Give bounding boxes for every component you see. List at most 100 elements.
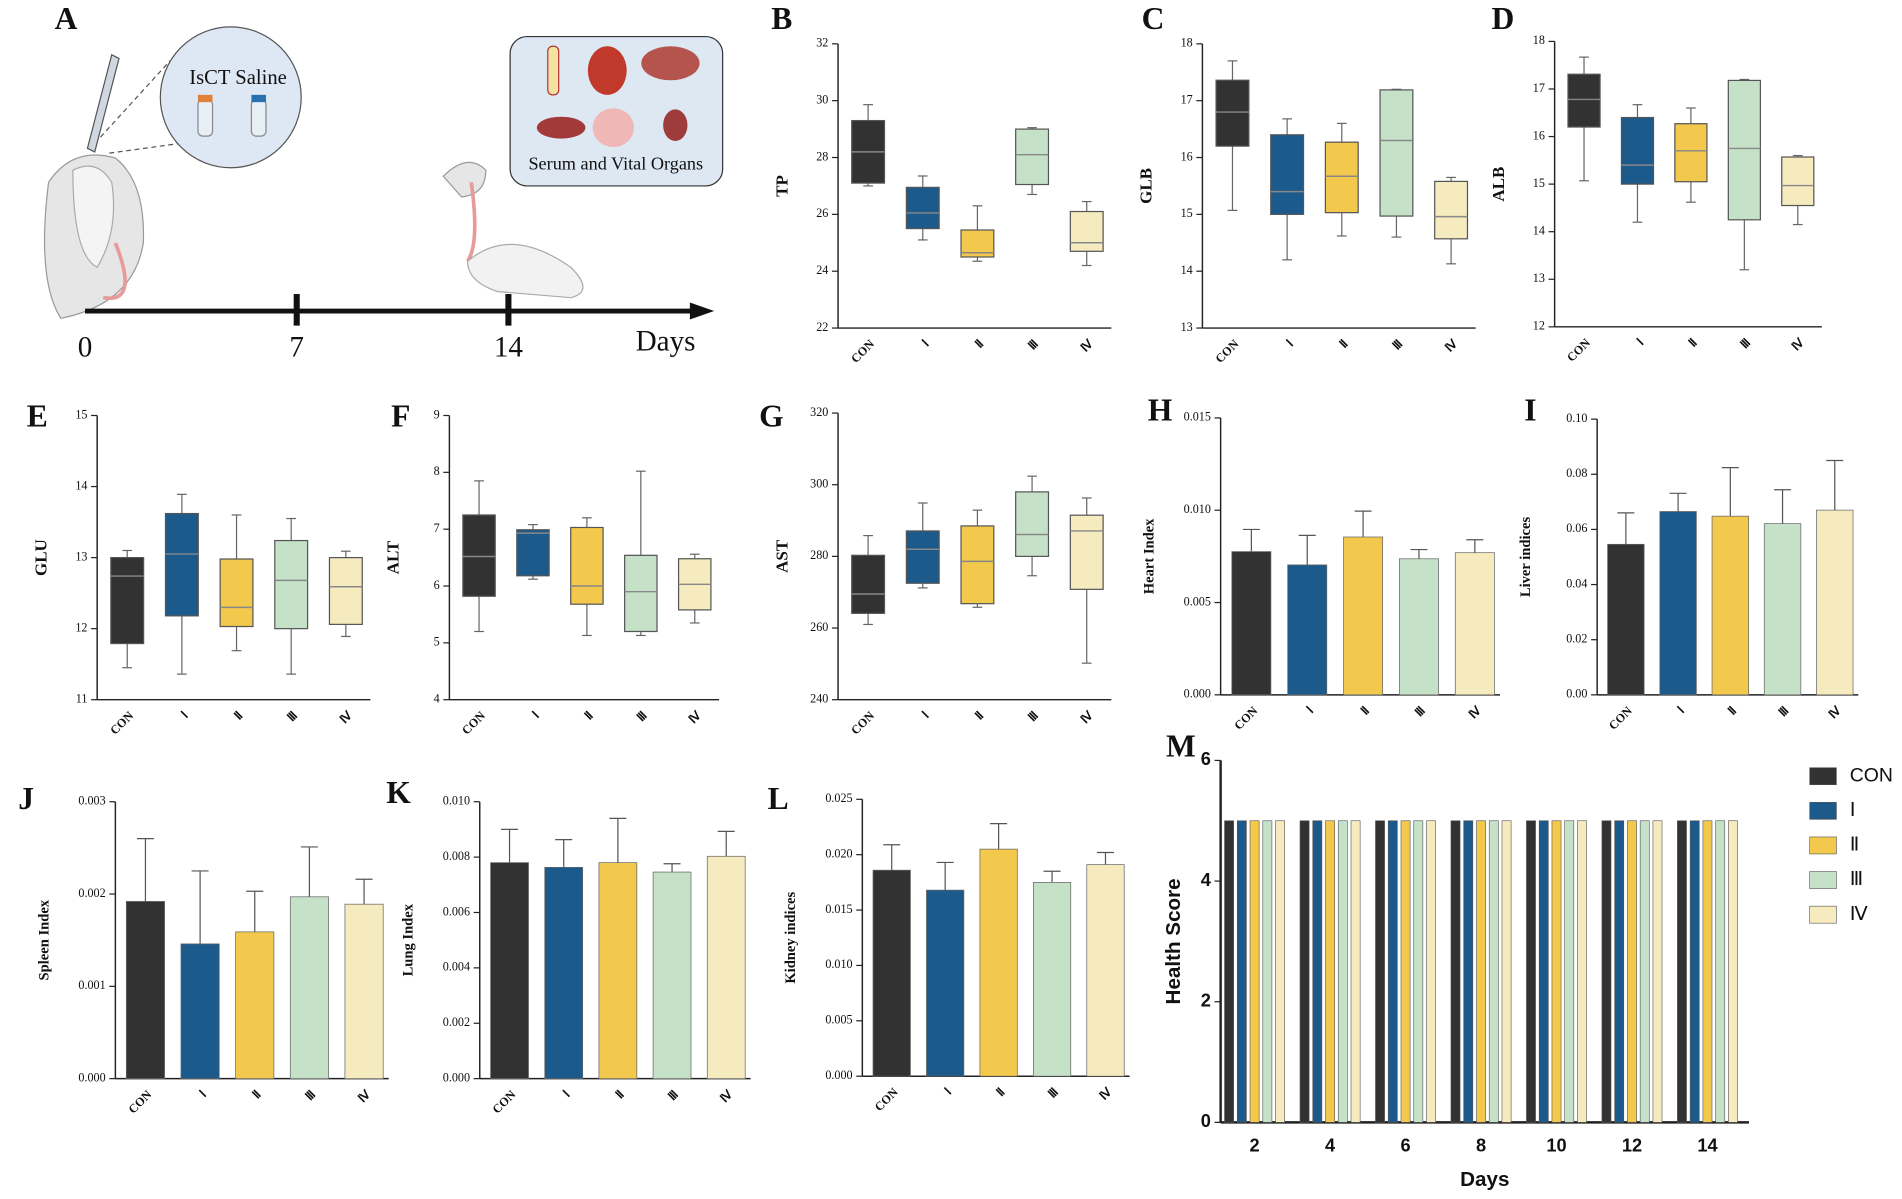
legend-swatch	[1809, 767, 1837, 786]
box	[1434, 180, 1469, 240]
bar	[125, 901, 165, 1080]
y-axis-label: Kidney indices	[783, 892, 799, 984]
x-tick-label: Ⅰ	[1675, 704, 1687, 716]
panel-letter: F	[391, 398, 410, 433]
y-tick-label: 13	[1181, 320, 1193, 334]
y-tick-label: 4	[434, 691, 440, 705]
tube-icon	[547, 45, 560, 96]
y-tick-label: 24	[816, 263, 828, 277]
box	[624, 554, 658, 633]
x-tick-label: Ⅰ	[197, 1087, 209, 1099]
y-tick-label: 14	[1533, 223, 1545, 237]
y-tick-label: 0.015	[1184, 410, 1211, 424]
tube	[250, 99, 267, 137]
hand	[442, 161, 487, 198]
legend-label: Ⅰ	[1850, 799, 1856, 821]
y-tick-label: 0.015	[825, 902, 852, 916]
bar	[1659, 511, 1697, 696]
bar	[1639, 820, 1650, 1123]
x-tick-label: 14	[1697, 1135, 1718, 1155]
bar	[1325, 820, 1335, 1123]
bar	[1426, 820, 1436, 1123]
tail	[102, 242, 127, 301]
y-tick-label: 15	[1181, 206, 1193, 220]
bar	[1287, 564, 1328, 696]
x-tick-label: Ⅱ	[1686, 336, 1700, 350]
y-tick-label: 0.010	[1184, 502, 1211, 516]
x-tick-label: Ⅰ	[919, 337, 931, 349]
bar	[1551, 820, 1562, 1123]
x-tick-label: Ⅱ	[972, 337, 986, 351]
bar	[1816, 509, 1854, 696]
box	[219, 558, 254, 628]
bar	[1607, 543, 1645, 696]
bar	[1224, 820, 1234, 1123]
y-axis-label: Spleen Index	[36, 899, 52, 980]
y-tick-label: 0.005	[825, 1013, 852, 1027]
bar	[289, 896, 329, 1080]
x-tick-label: Ⅳ	[1078, 336, 1096, 354]
bar	[1728, 820, 1738, 1123]
x-tick-label: 4	[1325, 1135, 1336, 1155]
x-tick-label: Ⅰ	[1304, 704, 1316, 716]
legend-label: Ⅲ	[1850, 868, 1863, 890]
inset-label: IsCT Saline	[189, 67, 287, 89]
x-tick-label: 10	[1546, 1135, 1566, 1155]
x-tick-label: Ⅰ	[942, 1085, 954, 1097]
x-tick-label: Ⅳ	[355, 1087, 373, 1105]
y-tick-label: 11	[76, 691, 88, 705]
bar	[544, 866, 584, 1080]
x-tick-label: Ⅰ	[560, 1087, 572, 1099]
bar	[1614, 820, 1625, 1123]
box	[1674, 123, 1708, 183]
y-tick-label: 18	[1533, 33, 1545, 47]
panel-letter: I	[1524, 392, 1536, 427]
bar	[1450, 820, 1461, 1123]
timeline-label: Days	[636, 326, 696, 358]
bar	[1488, 820, 1499, 1123]
y-tick-label: 2	[1201, 991, 1211, 1011]
bar	[1715, 820, 1726, 1123]
bar	[979, 848, 1018, 1077]
y-tick-label: 17	[1181, 92, 1193, 106]
legend-swatch	[1809, 871, 1837, 889]
y-axis-label: Liver indices	[1518, 517, 1534, 598]
timeline-tick-label: 14	[494, 332, 524, 364]
x-tick-label: Ⅱ	[1725, 704, 1739, 718]
y-tick-label: 6	[1201, 749, 1211, 769]
legend-swatch	[1809, 836, 1837, 855]
lung-icon	[592, 108, 634, 148]
y-tick-label: 0.002	[78, 886, 105, 900]
y-axis-label: Heart Index	[1142, 518, 1158, 594]
mouse	[466, 243, 584, 299]
box	[1324, 141, 1359, 214]
y-tick-label: 320	[810, 405, 828, 419]
panel-letter: H	[1148, 392, 1173, 427]
y-tick-label: 22	[816, 320, 828, 334]
box	[110, 556, 145, 645]
box	[1620, 116, 1655, 185]
timeline-tick-label: 0	[78, 332, 93, 364]
mouse	[72, 165, 115, 269]
x-tick-label: Ⅰ	[1284, 337, 1296, 349]
x-tick-label: Ⅱ	[972, 708, 986, 722]
panel-letter: B	[771, 1, 792, 36]
kidney-icon	[663, 109, 688, 142]
x-tick-label: CON	[1564, 335, 1593, 364]
y-tick-label: 4	[1201, 870, 1212, 890]
y-axis-label: GLU	[31, 539, 50, 576]
y-tick-label: 0	[1201, 1111, 1211, 1131]
y-tick-label: 14	[75, 478, 87, 492]
y-tick-label: 260	[810, 620, 828, 634]
y-tick-label: 8	[434, 464, 440, 478]
x-tick-label: Ⅱ	[993, 1085, 1007, 1099]
x-tick-label: Ⅳ	[337, 708, 355, 726]
bar	[1652, 820, 1663, 1123]
x-tick-label: Ⅱ	[613, 1087, 627, 1101]
box	[1379, 89, 1414, 217]
box	[905, 530, 940, 584]
bar	[1538, 820, 1549, 1123]
y-tick-label: 15	[75, 407, 87, 421]
x-tick-label: CON	[459, 708, 488, 737]
y-axis-label: GLB	[1137, 168, 1156, 204]
